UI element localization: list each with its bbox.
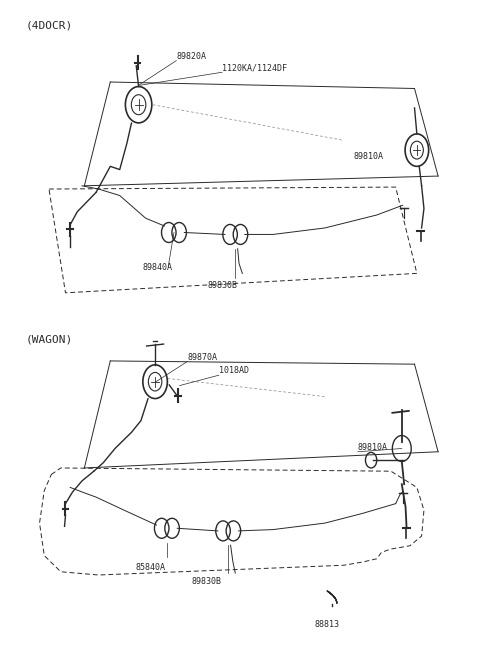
Text: 1018AD: 1018AD (219, 365, 249, 374)
Text: (4DOCR): (4DOCR) (25, 20, 72, 30)
Text: 89830B: 89830B (208, 281, 238, 290)
Text: 89830B: 89830B (192, 577, 222, 586)
Text: 89870A: 89870A (187, 353, 217, 361)
Text: 1120KA/1124DF: 1120KA/1124DF (222, 63, 287, 72)
Text: 89820A: 89820A (176, 52, 206, 60)
Text: 85840A: 85840A (135, 563, 165, 572)
Text: 89810A: 89810A (358, 443, 388, 453)
Text: 89810A: 89810A (353, 152, 383, 160)
Text: 89840A: 89840A (143, 263, 172, 272)
Text: (WAGON): (WAGON) (25, 335, 72, 345)
Text: 88813: 88813 (314, 620, 339, 629)
